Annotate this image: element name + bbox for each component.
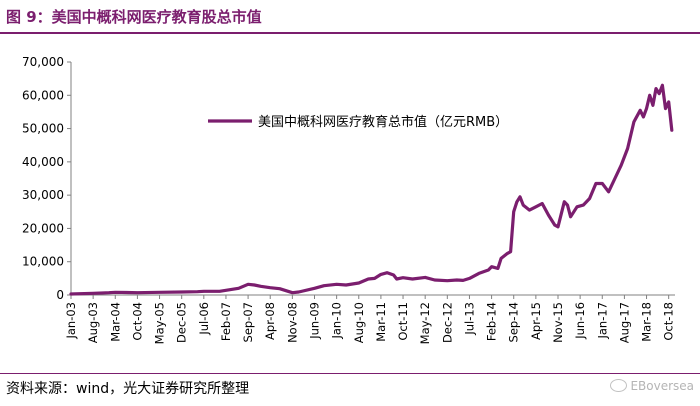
x-tick-label: Jul-06: [197, 302, 211, 336]
watermark: EBoversea: [610, 379, 694, 393]
market-cap-line-chart: 0 10,000 20,000 30,000 40,000 50,000 60,000 70,…: [22, 55, 676, 344]
x-tick-label: Nov-08: [285, 302, 299, 343]
x-tick-label: Feb-07: [219, 302, 233, 341]
x-tick-label: Aug-10: [352, 302, 366, 343]
x-tick-label: Apr-15: [529, 302, 543, 340]
x-tick-label: Jun-16: [573, 302, 587, 340]
x-tick-label: Aug-17: [617, 302, 631, 343]
chart-area: 0 10,000 20,000 30,000 40,000 50,000 60,000 70,…: [0, 34, 700, 376]
x-tick-label: May-12: [418, 302, 432, 344]
x-tick-label: Sep-14: [507, 302, 521, 342]
x-tick-label: Mar-18: [640, 302, 654, 342]
x-tick-label: Jan-17: [595, 302, 609, 340]
y-tick-label: 20,000: [22, 221, 64, 235]
figure-title: 图 9：美国中概科网医疗教育股总市值: [6, 8, 262, 26]
x-tick-label: Mar-11: [374, 302, 388, 342]
x-tick-label: Jan-10: [330, 302, 344, 340]
x-tick-label: Jul-13: [462, 302, 476, 336]
y-tick-label: 60,000: [22, 88, 64, 102]
x-tick-label: Oct-11: [396, 302, 410, 341]
legend-label: 美国中概科网医疗教育总市值（亿元RMB）: [258, 114, 508, 130]
x-tick-label: Dec-05: [175, 302, 189, 343]
y-tick-label: 70,000: [22, 55, 64, 69]
title-divider: [0, 32, 700, 34]
x-tick-label: May-05: [153, 302, 167, 344]
x-tick-label: Mar-04: [108, 302, 122, 342]
x-tick-label: Oct-04: [130, 302, 144, 341]
y-tick-label: 10,000: [22, 255, 64, 269]
series-line: [69, 83, 674, 296]
y-tick-label: 40,000: [22, 155, 64, 169]
x-tick-label: Oct-18: [662, 302, 676, 341]
x-tick-label: Nov-15: [551, 302, 565, 343]
source-note: 资料来源：wind，光大证券研究所整理: [6, 381, 250, 397]
x-tick-label: Dec-12: [440, 302, 454, 343]
x-tick-label: Feb-14: [485, 302, 499, 341]
y-tick-label: 0: [56, 288, 64, 302]
y-tick-label: 30,000: [22, 188, 64, 202]
footer-divider: [0, 373, 700, 374]
wechat-icon: [610, 379, 628, 392]
x-tick-label: Sep-07: [241, 302, 255, 342]
x-tick-label: Apr-08: [263, 302, 277, 340]
watermark-text: EBoversea: [630, 379, 694, 393]
y-tick-label: 50,000: [22, 122, 64, 136]
x-tick-label: Jun-09: [307, 302, 321, 340]
figure-title-bar: 图 9：美国中概科网医疗教育股总市值: [0, 0, 700, 34]
x-tick-label: Aug-03: [86, 302, 100, 343]
x-tick-label: Jan-03: [64, 302, 78, 340]
